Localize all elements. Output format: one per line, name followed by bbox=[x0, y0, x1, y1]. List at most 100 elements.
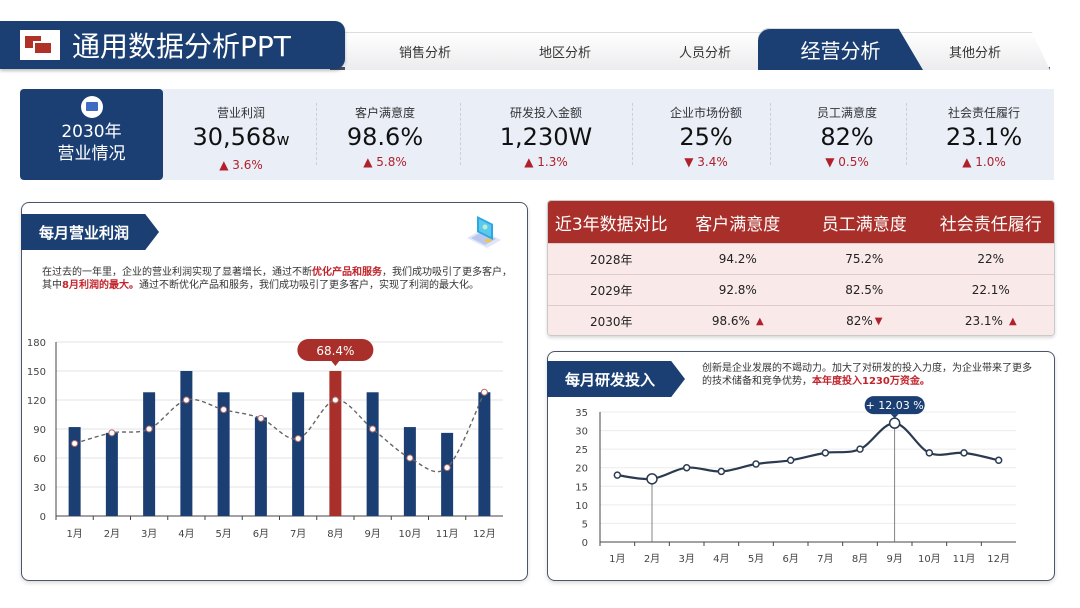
chart-gridlines bbox=[600, 411, 1016, 524]
kpi-rd-investment: 研发投入金额 1,230W ▲ 1.3% bbox=[478, 89, 614, 180]
y-tick: 30 bbox=[33, 483, 46, 494]
kpi-value: 23.1% bbox=[945, 123, 1023, 151]
table-header: 近3年数据对比 客户满意度 员工满意度 社会责任履行 bbox=[548, 201, 1054, 243]
divider bbox=[770, 103, 771, 165]
y-tick: 150 bbox=[27, 367, 46, 378]
trend-point bbox=[257, 414, 265, 422]
tab-bar: 销售分析 地区分析 人员分析 其他分析 经营分析 bbox=[330, 28, 1050, 70]
x-tick: 6月 bbox=[253, 528, 269, 540]
bar bbox=[366, 392, 379, 516]
table-row: 2028年 94.2% 75.2% 22% bbox=[548, 243, 1054, 274]
callout-label: + 12.03 % bbox=[866, 399, 924, 412]
bar bbox=[292, 392, 305, 516]
kpi-change: ▼ 0.5% bbox=[825, 155, 869, 169]
desc-text: 通过不断优化产品和服务，我们成功吸引了更多客户，实现了利润的最大化。 bbox=[138, 280, 479, 291]
laptop-illustration-icon bbox=[467, 216, 501, 248]
y-tick: 60 bbox=[33, 454, 46, 465]
tab-other[interactable]: 其他分析 bbox=[900, 32, 1050, 70]
kpi-bar: 2030年 营业情况 营业利润 30,568w ▲ 3.6% 客户满意度 98.… bbox=[20, 89, 1054, 180]
cell: 94.2% bbox=[718, 252, 757, 266]
x-tick: 12月 bbox=[987, 553, 1010, 565]
kpi-operating-profit: 营业利润 30,568w ▲ 3.6% bbox=[173, 89, 309, 180]
tab-region[interactable]: 地区分析 bbox=[485, 32, 645, 70]
rd-points bbox=[613, 417, 1003, 485]
y-tick: 0 bbox=[40, 512, 46, 523]
rd-point bbox=[994, 456, 1003, 465]
profit-bar-chart: 0 30 60 90 120 150 180 1月 2月 3月 4月 5月 6月 7月 8月 9月 10月 11… bbox=[27, 338, 503, 540]
x-tick: 7月 bbox=[290, 528, 306, 540]
trend-line bbox=[74, 391, 486, 473]
kpi-value: 82% bbox=[820, 123, 874, 151]
cell-year: 2029年 bbox=[589, 283, 633, 298]
kpi-social-responsibility: 社会责任履行 23.1% ▲ 1.0% bbox=[916, 89, 1052, 180]
tab-sales[interactable]: 销售分析 bbox=[345, 32, 505, 70]
x-tick: 12月 bbox=[473, 528, 496, 540]
cell-year: 2030年 bbox=[589, 314, 633, 329]
desc-highlight: 8月利润的最大。 bbox=[62, 280, 139, 291]
kpi-unit: w bbox=[276, 130, 290, 149]
x-tick: 5月 bbox=[748, 553, 764, 565]
trend-point bbox=[369, 425, 377, 433]
x-tick: 7月 bbox=[817, 553, 833, 565]
tab-label: 销售分析 bbox=[398, 45, 451, 61]
rd-series-line bbox=[617, 422, 999, 481]
bars bbox=[55, 371, 491, 520]
kpi-label: 员工满意度 bbox=[816, 106, 877, 120]
cell: 82.5% bbox=[845, 283, 884, 297]
rd-point bbox=[888, 417, 901, 429]
header-cell: 员工满意度 bbox=[821, 214, 907, 235]
y-tick: 20 bbox=[575, 464, 588, 475]
bar bbox=[403, 427, 416, 516]
y-tick: 0 bbox=[582, 538, 588, 549]
kpi-label: 客户满意度 bbox=[354, 106, 415, 120]
page-title: 通用数据分析PPT bbox=[72, 30, 291, 63]
x-tick: 10月 bbox=[399, 528, 422, 540]
kpi-label: 营业利润 bbox=[216, 106, 265, 120]
tab-operations[interactable]: 经营分析 bbox=[758, 28, 923, 70]
x-tick: 4月 bbox=[178, 528, 194, 540]
y-tick: 10 bbox=[575, 501, 588, 512]
triangle-down-icon: ▼ bbox=[874, 315, 883, 327]
y-tick: 25 bbox=[575, 445, 588, 456]
y-tick: 15 bbox=[575, 482, 588, 493]
trend-point bbox=[406, 454, 414, 462]
rd-point bbox=[646, 473, 658, 485]
guide-lines bbox=[651, 423, 896, 542]
rd-point bbox=[856, 445, 864, 453]
peak-callout: + 12.03 % bbox=[864, 396, 925, 419]
trend-point bbox=[480, 388, 488, 396]
tab-label: 经营分析 bbox=[800, 38, 881, 63]
kpi-employee-satisfaction: 员工满意度 82% ▼ 0.5% bbox=[779, 89, 915, 180]
kpi-lead-label: 营业情况 bbox=[57, 144, 126, 164]
x-tick: 6月 bbox=[782, 553, 798, 565]
y-axis-labels: 0 30 60 90 120 150 180 bbox=[27, 338, 46, 523]
title-banner: 通用数据分析PPT bbox=[0, 21, 345, 69]
trend-point bbox=[145, 425, 153, 433]
x-tick: 4月 bbox=[713, 553, 729, 565]
kpi-change: ▲ 3.6% bbox=[219, 158, 263, 172]
rd-point bbox=[613, 471, 622, 479]
kpi-number: 30,568 bbox=[192, 123, 277, 151]
cell-value: 98.6% bbox=[711, 314, 750, 328]
rd-point bbox=[752, 460, 760, 468]
trend-point bbox=[71, 440, 79, 447]
rd-point bbox=[821, 449, 830, 457]
triangle-up-icon: ▲ bbox=[755, 315, 764, 327]
triangle-up-icon: ▲ bbox=[1008, 315, 1017, 327]
x-tick: 3月 bbox=[141, 528, 157, 540]
divider bbox=[316, 103, 317, 165]
header-cell: 客户满意度 bbox=[695, 214, 781, 235]
rd-point bbox=[682, 463, 691, 472]
header: 通用数据分析PPT 销售分析 地区分析 人员分析 其他分析 经营分析 bbox=[0, 0, 1080, 80]
x-tick: 9月 bbox=[364, 528, 380, 540]
desc-text: 创新是企业发展的不竭动力。加大了对研发的投入力度，为企业带来了更多的技术储备和竞… bbox=[702, 363, 1032, 387]
trend-point bbox=[331, 396, 339, 404]
cell-value: 82% bbox=[846, 314, 873, 328]
comparison-table: 近3年数据对比 客户满意度 员工满意度 社会责任履行 2028年 94.2% 7… bbox=[547, 200, 1055, 336]
rd-point bbox=[960, 449, 968, 457]
chart-gridlines bbox=[56, 341, 503, 488]
kpi-value: 30,568w bbox=[173, 123, 309, 154]
rd-point bbox=[717, 467, 726, 476]
bar bbox=[217, 392, 230, 516]
